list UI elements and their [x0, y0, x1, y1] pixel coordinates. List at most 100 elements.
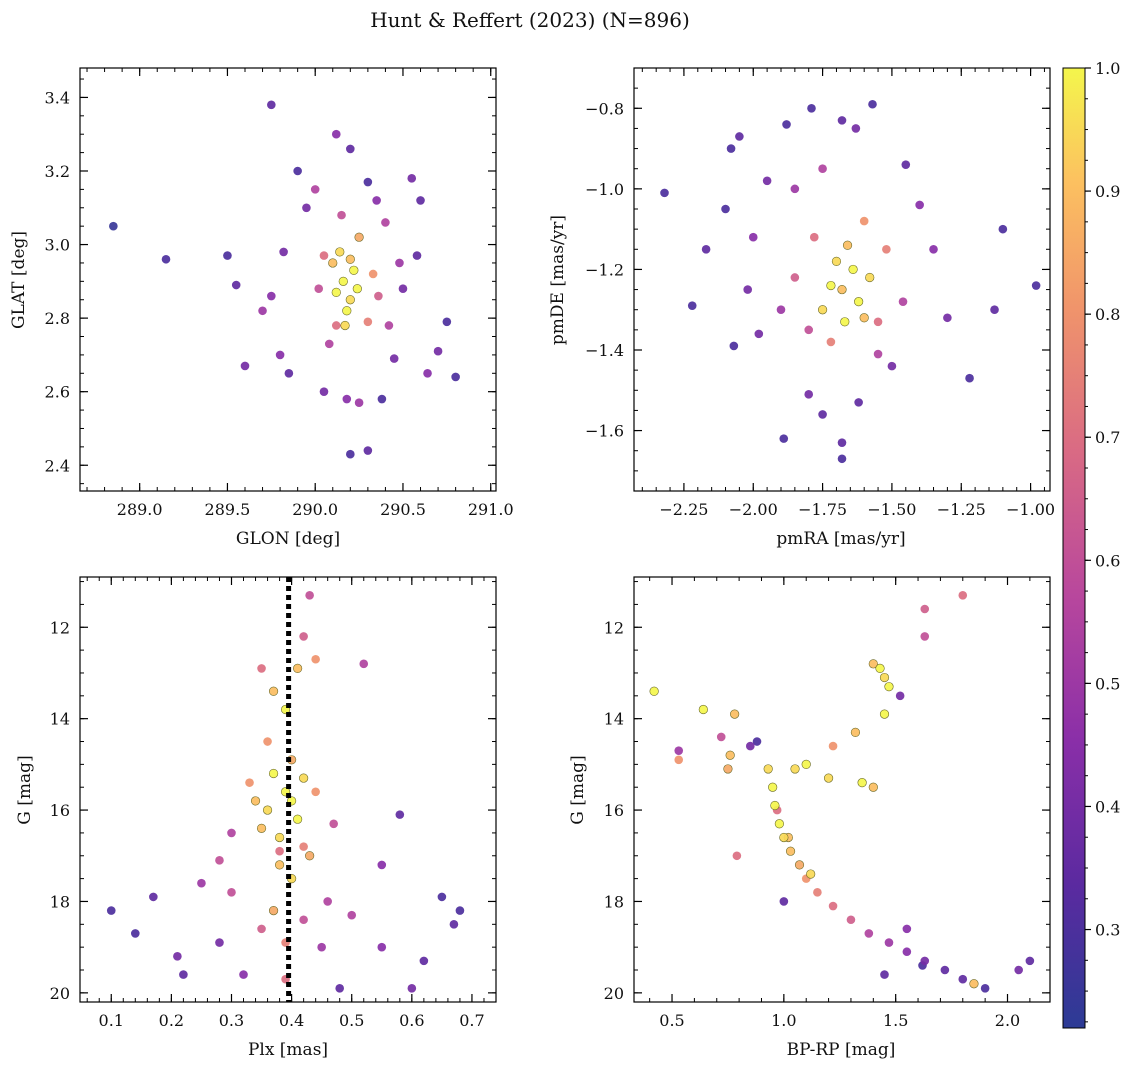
proper-motion-point	[965, 373, 974, 383]
sky-position-axes-frame	[79, 67, 497, 492]
color-magnitude-point	[902, 924, 912, 934]
color-magnitude-point	[864, 929, 874, 938]
sky-position-point	[352, 284, 362, 294]
color-magnitude-point	[828, 741, 838, 751]
sky-position-ytick-label: 2.6	[45, 383, 70, 402]
plx-vs-mag-xtick-label: 0.1	[99, 1011, 124, 1030]
sky-position-point	[240, 361, 250, 371]
proper-motion-point	[840, 317, 850, 327]
color-magnitude-point	[779, 897, 789, 906]
proper-motion-point	[762, 176, 772, 186]
color-magnitude-point	[674, 755, 684, 765]
colorbar-tick-label: 0.4	[1095, 797, 1120, 816]
sky-position-point	[363, 317, 373, 327]
color-magnitude-point	[884, 682, 894, 692]
plx-vs-mag-point	[323, 897, 332, 906]
plx-vs-mag-point	[377, 942, 387, 952]
proper-motion-axes-frame	[633, 67, 1051, 492]
plx-vs-mag-point	[268, 906, 279, 916]
plx-vs-mag-xtick-label: 0.3	[219, 1011, 244, 1030]
color-magnitude-point	[806, 869, 816, 879]
sky-position-point	[389, 354, 399, 363]
proper-motion-point	[754, 329, 764, 339]
proper-motion-point	[804, 325, 814, 335]
proper-motion-point	[660, 188, 669, 198]
plx-vs-mag-point	[311, 654, 320, 664]
plx-vs-mag-point	[268, 768, 279, 779]
plx-vs-mag-points	[106, 590, 465, 993]
proper-motion-point	[701, 244, 711, 254]
sky-position-point	[346, 449, 355, 459]
plx-vs-mag-point	[257, 664, 266, 673]
color-magnitude-xtick-label: 1.0	[771, 1011, 796, 1030]
proper-motion-point	[865, 272, 875, 283]
proper-motion-ytick-label: −1.2	[585, 260, 624, 279]
sky-position-point	[161, 254, 171, 264]
color-magnitude-point	[850, 727, 861, 737]
sky-position-point	[345, 295, 355, 305]
proper-motion-point	[859, 313, 869, 323]
plx-vs-mag-xtick-label: 0.4	[279, 1011, 304, 1030]
colorbar-tick-label: 0.3	[1095, 921, 1120, 940]
colorbar-tick-label: 0.9	[1095, 182, 1120, 201]
sky-position-point	[302, 203, 311, 213]
sky-position-point	[354, 398, 364, 408]
proper-motion-xtick-label: −1.25	[937, 500, 986, 519]
sky-position-point	[342, 306, 352, 316]
proper-motion-point	[790, 184, 800, 194]
sky-position-ytick-label: 2.8	[45, 309, 70, 328]
proper-motion-point	[898, 297, 908, 306]
sky-position-point	[279, 247, 288, 257]
colorbar-tick-label: 0.6	[1095, 551, 1120, 570]
color-magnitude-point	[879, 672, 890, 683]
color-magnitude-point	[801, 759, 811, 769]
sky-position-xtick-label: 289.0	[117, 500, 163, 519]
sky-position-point	[335, 247, 345, 257]
proper-motion-point	[817, 305, 828, 315]
proper-motion-point	[826, 337, 836, 347]
panel-proper-motion-xlabel: pmRA [mas/yr]	[776, 529, 905, 549]
sky-position-xtick-label: 289.5	[205, 500, 251, 519]
plx-vs-mag-point	[359, 659, 369, 669]
color-magnitude-point	[725, 750, 735, 760]
plx-vs-mag-xtick-label: 0.7	[459, 1011, 484, 1030]
plx-vs-mag-point	[274, 832, 285, 843]
sky-position-point	[267, 100, 276, 110]
sky-position-xtick-label: 291.0	[468, 500, 514, 519]
color-magnitude-xtick-label: 1.5	[883, 1011, 908, 1030]
sky-position-xtick-label: 290.0	[292, 500, 338, 519]
panel-color-magnitude-ylabel: G [mag]	[568, 755, 588, 824]
plx-vs-mag-xtick-label: 0.2	[159, 1011, 184, 1030]
plx-vs-mag-xtick-label: 0.6	[399, 1011, 424, 1030]
proper-motion-point	[826, 280, 836, 291]
proper-motion-point	[842, 240, 853, 250]
plx-vs-mag-point	[256, 823, 267, 833]
proper-motion-xtick-label: −2.00	[729, 500, 778, 519]
color-magnitude-point	[698, 704, 708, 715]
proper-motion-point	[943, 313, 952, 323]
color-magnitude-point	[674, 746, 684, 755]
sky-position-point	[368, 269, 378, 279]
sky-position-point	[267, 291, 276, 301]
colorbar: 0.3 0.4 0.5 0.6 0.7 0.8 0.9 1.0	[1062, 59, 1120, 1029]
colorbar-tick-label: 0.8	[1095, 305, 1120, 324]
proper-motion-point	[782, 120, 791, 129]
sky-position-point	[258, 306, 267, 316]
proper-motion-point	[687, 301, 697, 310]
plx-vs-mag-point	[317, 942, 326, 952]
panel-proper-motion: pmRA [mas/yr] pmDE [mas/yr] −2.25 −2.00 −1…	[548, 67, 1055, 549]
sky-position-point	[374, 291, 383, 301]
sky-position-ytick-label: 3.0	[45, 236, 70, 255]
plx-vs-mag-point	[293, 663, 303, 673]
proper-motion-point	[873, 349, 883, 359]
proper-motion-point	[901, 160, 911, 169]
plx-vs-mag-point	[179, 970, 188, 979]
proper-motion-point	[868, 99, 877, 109]
proper-motion-points	[660, 99, 1041, 464]
color-magnitude-point	[770, 800, 780, 811]
proper-motion-point	[837, 116, 847, 125]
sky-position-point	[331, 287, 341, 297]
color-magnitude-point	[969, 979, 979, 989]
color-magnitude-point	[752, 737, 762, 746]
